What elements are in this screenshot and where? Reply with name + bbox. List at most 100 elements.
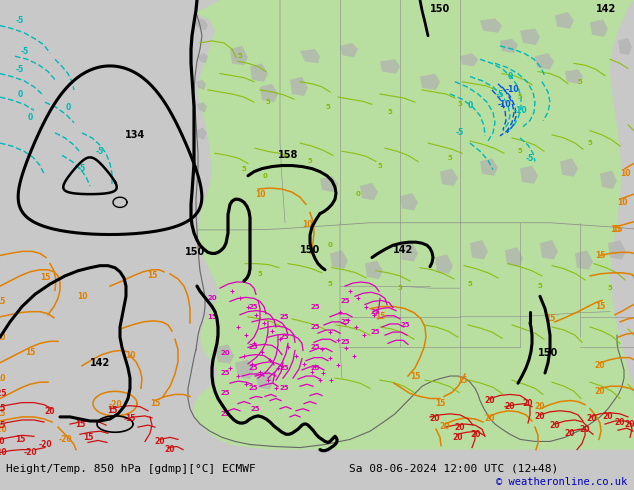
Polygon shape — [400, 193, 418, 211]
Polygon shape — [535, 53, 554, 70]
Text: 15: 15 — [207, 314, 217, 320]
Text: 20: 20 — [534, 413, 545, 421]
Text: 5: 5 — [517, 148, 522, 154]
Polygon shape — [300, 49, 320, 63]
Text: 25: 25 — [249, 365, 258, 371]
Text: -20: -20 — [0, 448, 7, 457]
Polygon shape — [500, 39, 518, 53]
Text: 15: 15 — [15, 435, 25, 444]
Text: -20: -20 — [108, 400, 122, 409]
Polygon shape — [435, 254, 453, 274]
Polygon shape — [290, 76, 308, 96]
Text: 15: 15 — [40, 273, 50, 282]
Text: 25: 25 — [250, 406, 260, 412]
Text: -5: -5 — [96, 147, 104, 156]
Polygon shape — [250, 63, 268, 82]
Text: 20: 20 — [440, 421, 450, 431]
Polygon shape — [565, 70, 583, 84]
Text: 25: 25 — [249, 303, 258, 310]
Text: 20: 20 — [550, 420, 560, 430]
Text: 25: 25 — [279, 365, 288, 371]
Text: -5: -5 — [78, 164, 86, 173]
Text: -5: -5 — [496, 90, 504, 98]
Text: 20: 20 — [0, 437, 5, 446]
Polygon shape — [230, 46, 248, 65]
Text: 15: 15 — [0, 404, 5, 413]
Text: 15: 15 — [83, 433, 93, 442]
Text: 142: 142 — [596, 4, 616, 14]
Text: 5: 5 — [468, 281, 472, 287]
Text: 15: 15 — [25, 348, 36, 357]
Polygon shape — [195, 19, 208, 31]
Text: 15: 15 — [435, 399, 445, 408]
Text: 20: 20 — [595, 387, 605, 396]
Text: 5: 5 — [387, 109, 392, 116]
Polygon shape — [330, 250, 348, 269]
Text: 10: 10 — [302, 220, 313, 229]
Text: 20: 20 — [165, 445, 175, 454]
Text: 25: 25 — [340, 319, 350, 325]
Text: 25: 25 — [249, 385, 258, 392]
Text: 15: 15 — [125, 415, 135, 423]
Polygon shape — [555, 12, 574, 28]
Text: 25: 25 — [279, 314, 288, 320]
Text: 158: 158 — [278, 150, 299, 160]
Text: 5: 5 — [326, 104, 330, 110]
Polygon shape — [590, 20, 608, 37]
Polygon shape — [540, 240, 558, 260]
Polygon shape — [215, 344, 234, 364]
Text: 15: 15 — [147, 271, 157, 280]
Polygon shape — [480, 19, 502, 33]
Text: 25: 25 — [220, 370, 230, 376]
Text: 10: 10 — [77, 292, 87, 301]
Text: 20: 20 — [45, 407, 55, 416]
Polygon shape — [440, 169, 458, 186]
Text: 25: 25 — [310, 344, 320, 350]
Text: 5: 5 — [607, 285, 612, 291]
Polygon shape — [575, 250, 593, 270]
Polygon shape — [260, 84, 278, 102]
Text: Sa 08-06-2024 12:00 UTC (12+48): Sa 08-06-2024 12:00 UTC (12+48) — [349, 464, 558, 474]
Text: 15: 15 — [107, 406, 117, 416]
Text: 20: 20 — [155, 437, 165, 446]
Text: 25: 25 — [220, 391, 230, 396]
Text: 15: 15 — [595, 251, 605, 260]
Text: 15: 15 — [75, 419, 85, 429]
Text: 0: 0 — [328, 242, 332, 248]
Text: 15: 15 — [0, 409, 5, 418]
Text: 15: 15 — [410, 371, 420, 381]
Text: 5: 5 — [398, 285, 403, 291]
Polygon shape — [360, 183, 378, 200]
Text: 0: 0 — [507, 72, 513, 81]
Text: 25: 25 — [279, 334, 288, 340]
Text: 10: 10 — [617, 198, 627, 207]
Text: 25: 25 — [340, 298, 350, 304]
Polygon shape — [420, 74, 440, 90]
Text: 10: 10 — [0, 333, 5, 342]
Polygon shape — [470, 240, 488, 260]
Text: 15: 15 — [0, 420, 5, 430]
Text: 15: 15 — [545, 314, 555, 323]
Polygon shape — [320, 176, 338, 192]
Text: 0: 0 — [262, 173, 268, 179]
Polygon shape — [380, 59, 400, 74]
Text: 15: 15 — [595, 302, 605, 311]
Text: 5: 5 — [578, 79, 583, 85]
Text: 10: 10 — [620, 169, 630, 178]
Text: -5: -5 — [526, 154, 534, 163]
Text: 15: 15 — [0, 297, 5, 306]
Text: 20: 20 — [523, 399, 533, 408]
Text: 5: 5 — [378, 163, 382, 169]
Text: 0: 0 — [27, 113, 32, 122]
Text: -20: -20 — [38, 440, 52, 449]
Text: 150: 150 — [185, 247, 205, 257]
Text: 25: 25 — [220, 411, 230, 417]
Text: 20: 20 — [455, 423, 465, 432]
Text: 5: 5 — [307, 158, 313, 165]
Text: -5: -5 — [456, 128, 464, 137]
Text: -20: -20 — [0, 425, 7, 434]
Polygon shape — [193, 0, 634, 450]
Text: 25: 25 — [400, 322, 410, 328]
Text: 5: 5 — [266, 99, 270, 105]
Polygon shape — [460, 53, 478, 67]
